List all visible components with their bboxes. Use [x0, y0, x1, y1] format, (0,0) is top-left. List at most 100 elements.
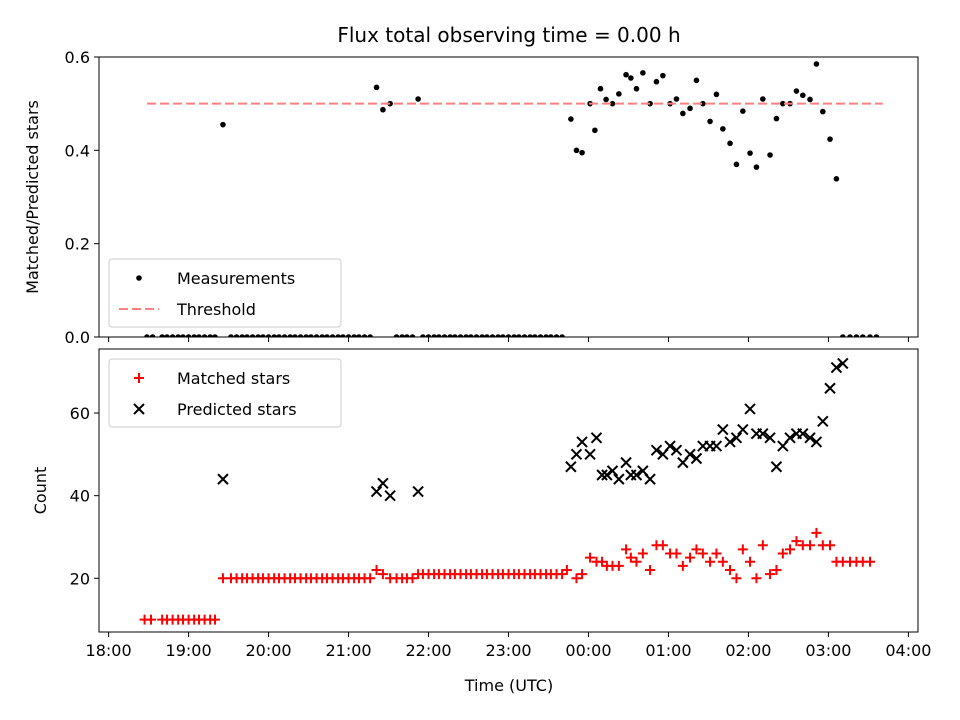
matched-stars-point — [377, 569, 388, 580]
measurements-point — [260, 334, 266, 337]
measurements-point — [399, 334, 405, 337]
predicted-stars-point — [576, 436, 588, 448]
predicted-stars-point — [565, 461, 577, 473]
measurements-point — [633, 85, 640, 92]
ratio-data-area — [144, 61, 883, 337]
measurements-point — [239, 334, 245, 337]
measurements-point — [393, 334, 400, 337]
measurements-point — [687, 105, 693, 112]
measurements-point — [468, 334, 474, 337]
chart-title: Flux total observing time = 0.00 h — [337, 23, 680, 47]
matched-stars-point — [691, 544, 702, 555]
measurements-point — [511, 334, 517, 337]
legend-box — [108, 258, 342, 328]
count-y-axis-label: Count — [31, 467, 50, 515]
measurements-point — [700, 100, 706, 107]
measurements-point — [207, 334, 213, 337]
measurements-point — [603, 96, 609, 103]
measurements-point — [640, 70, 646, 76]
x-tick-label: 04:00 — [885, 641, 931, 660]
matched-stars-point — [685, 552, 696, 563]
measurements-point — [489, 334, 496, 337]
measurements-point — [367, 334, 373, 337]
measurements-point — [820, 108, 826, 115]
predicted-stars-point — [644, 473, 656, 485]
predicted-stars-point — [620, 456, 632, 469]
legend-box — [108, 358, 342, 428]
measurements-point — [780, 100, 786, 107]
measurements-point — [628, 75, 634, 81]
measurements-point — [441, 334, 448, 337]
measurements-point — [713, 91, 720, 98]
count-y-tick-label: 40 — [70, 487, 90, 506]
ratio-legend: Measurements Threshold — [108, 258, 342, 328]
measurements-point — [553, 334, 560, 337]
measurements-point — [340, 334, 346, 337]
matched-stars-point — [365, 573, 376, 584]
measurements-point — [276, 334, 282, 337]
measurements-point — [707, 118, 713, 125]
measurements-point — [361, 334, 368, 337]
measurements-point — [351, 334, 357, 337]
matched-stars-point — [865, 556, 876, 567]
matched-stars-point — [731, 573, 742, 584]
predicted-stars-point — [670, 444, 683, 456]
measurements-point — [827, 136, 833, 142]
measurements-point — [680, 110, 686, 117]
measurements-point — [233, 334, 240, 337]
measurements-point — [249, 334, 256, 337]
matched-stars-point — [791, 536, 802, 547]
matched-stars-point — [407, 573, 418, 584]
predicted-stars-point — [724, 436, 736, 448]
measurements-point — [833, 176, 840, 182]
measurements-point — [281, 334, 288, 337]
matched-stars-point — [765, 569, 776, 580]
predicted-stars-point — [837, 357, 849, 370]
measurements-point — [420, 334, 426, 337]
measurements-point — [505, 334, 512, 337]
measurements-point — [647, 100, 653, 107]
measurements-point — [548, 334, 554, 337]
predicted-stars-point — [601, 469, 613, 481]
x-tick-label: 21:00 — [325, 641, 371, 660]
predicted-stars-point — [664, 440, 676, 452]
count-legend: Matched stars Predicted stars — [108, 358, 342, 428]
predicted-stars-point — [757, 427, 769, 440]
measurements-point — [873, 334, 880, 337]
measurements-point — [473, 334, 480, 337]
measurements-point — [452, 334, 458, 337]
measurements-point — [760, 96, 766, 102]
count-y-tick-label: 20 — [70, 569, 90, 588]
measurements-point — [228, 334, 234, 337]
predicted-stars-point — [744, 403, 756, 415]
measurements-point — [597, 85, 604, 92]
matched-stars-point — [571, 573, 582, 584]
matched-stars-point — [745, 556, 756, 567]
predicted-stars-point — [596, 469, 608, 481]
predicted-stars-point — [590, 432, 603, 444]
matched-stars-point — [671, 548, 682, 559]
measurements-point — [733, 161, 740, 168]
predicted-stars-point — [824, 382, 836, 394]
measurements-point — [244, 334, 250, 337]
measurements-point — [521, 334, 528, 337]
measurements-point — [693, 77, 700, 84]
predicted-stars-point — [384, 489, 396, 502]
measurements-point — [335, 334, 341, 337]
measurements-point — [345, 334, 352, 337]
predicted-stars-point — [570, 448, 583, 461]
ratio-y-tick-label: 0.2 — [65, 235, 90, 254]
measurements-point — [313, 334, 320, 337]
x-tick-label: 03:00 — [805, 641, 851, 660]
matched-stars-legend-label: Matched stars — [177, 369, 290, 388]
matched-stars-point — [825, 540, 836, 551]
measurements-point — [191, 334, 197, 337]
matched-stars-point — [805, 540, 816, 551]
measurements-point — [404, 334, 410, 337]
measurements-point — [324, 334, 330, 337]
measurements-point — [559, 334, 565, 337]
predicted-stars-point — [830, 361, 843, 374]
count-data-area — [139, 357, 876, 625]
x-tick-label: 23:00 — [485, 641, 531, 660]
ratio-y-axis-label: Matched/Predicted stars — [23, 100, 42, 294]
